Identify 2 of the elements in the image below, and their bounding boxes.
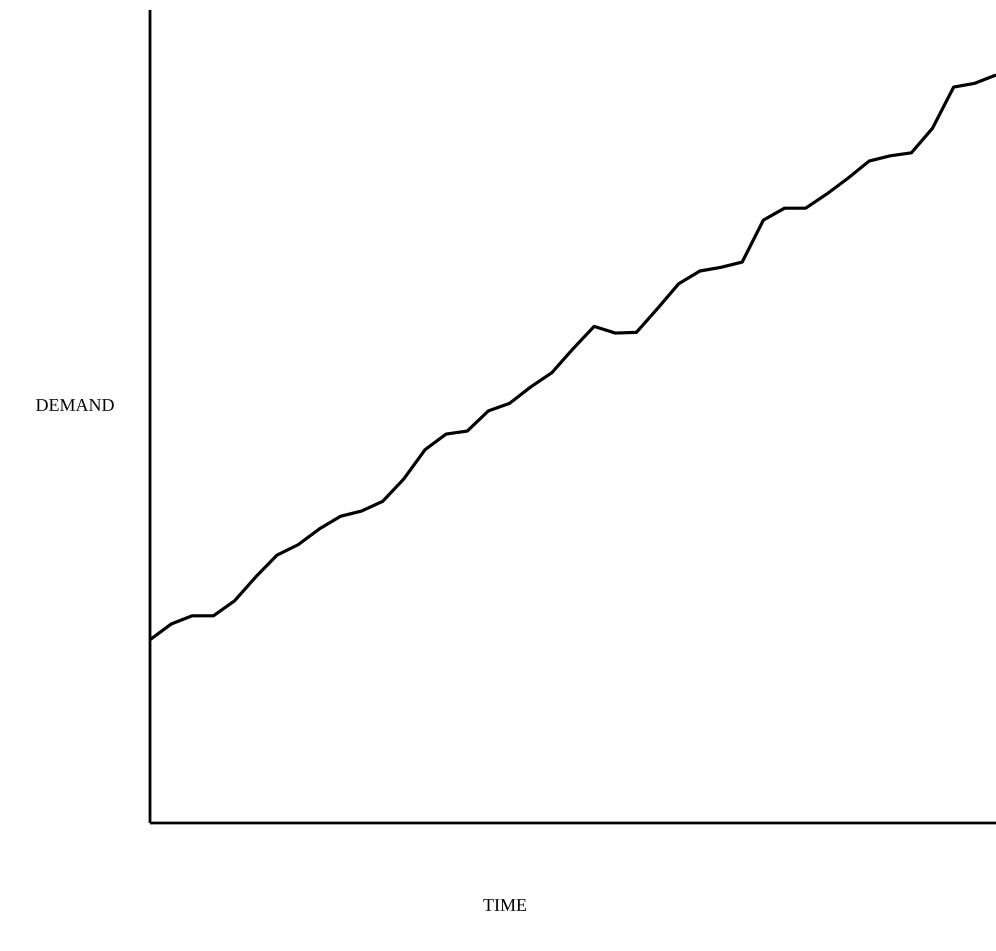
x-axis-title: TIME	[483, 899, 526, 911]
y-axis-title: DEMAND	[36, 399, 114, 411]
